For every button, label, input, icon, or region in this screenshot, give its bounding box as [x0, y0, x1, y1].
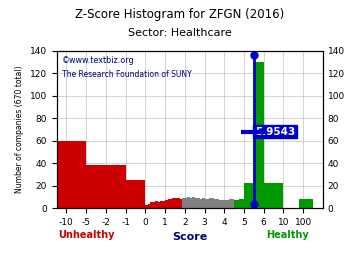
Bar — [264, 183, 283, 208]
Bar — [182, 198, 185, 208]
Bar — [187, 197, 190, 208]
Text: Unhealthy: Unhealthy — [58, 230, 114, 240]
Bar — [210, 198, 214, 208]
Bar — [126, 180, 145, 208]
Text: Z-Score Histogram for ZFGN (2016): Z-Score Histogram for ZFGN (2016) — [75, 8, 285, 21]
Bar — [170, 199, 172, 208]
Bar — [160, 201, 163, 208]
Bar — [150, 202, 153, 208]
Text: Sector: Healthcare: Sector: Healthcare — [128, 28, 232, 38]
Bar — [234, 200, 239, 208]
Bar — [172, 198, 175, 208]
Text: Healthy: Healthy — [266, 230, 309, 240]
Text: The Research Foundation of SUNY: The Research Foundation of SUNY — [62, 70, 192, 79]
Bar — [204, 199, 210, 208]
Bar — [214, 199, 219, 208]
Bar — [219, 200, 224, 208]
Bar — [299, 199, 313, 208]
Bar — [57, 141, 86, 208]
Bar — [153, 202, 155, 208]
Bar — [175, 198, 177, 208]
Bar — [177, 198, 180, 208]
Bar — [192, 197, 195, 208]
Bar — [163, 201, 165, 208]
Y-axis label: Number of companies (670 total): Number of companies (670 total) — [15, 66, 24, 193]
Bar — [229, 199, 234, 208]
Bar — [254, 62, 264, 208]
Bar — [106, 166, 126, 208]
X-axis label: Score: Score — [172, 232, 207, 242]
Bar — [195, 198, 197, 208]
Bar — [165, 200, 167, 208]
Bar — [145, 205, 148, 208]
Bar — [86, 166, 106, 208]
Bar — [202, 198, 204, 208]
Bar — [239, 199, 244, 208]
Bar — [199, 199, 202, 208]
Bar — [224, 200, 229, 208]
Bar — [244, 183, 254, 208]
Text: ©www.textbiz.org: ©www.textbiz.org — [62, 56, 135, 65]
Bar — [148, 204, 150, 208]
Text: 5.9543: 5.9543 — [255, 127, 295, 137]
Bar — [185, 198, 187, 208]
Bar — [197, 198, 199, 208]
Bar — [180, 199, 182, 208]
Bar — [167, 199, 170, 208]
Bar — [190, 198, 192, 208]
Bar — [155, 201, 158, 208]
Bar — [158, 202, 160, 208]
